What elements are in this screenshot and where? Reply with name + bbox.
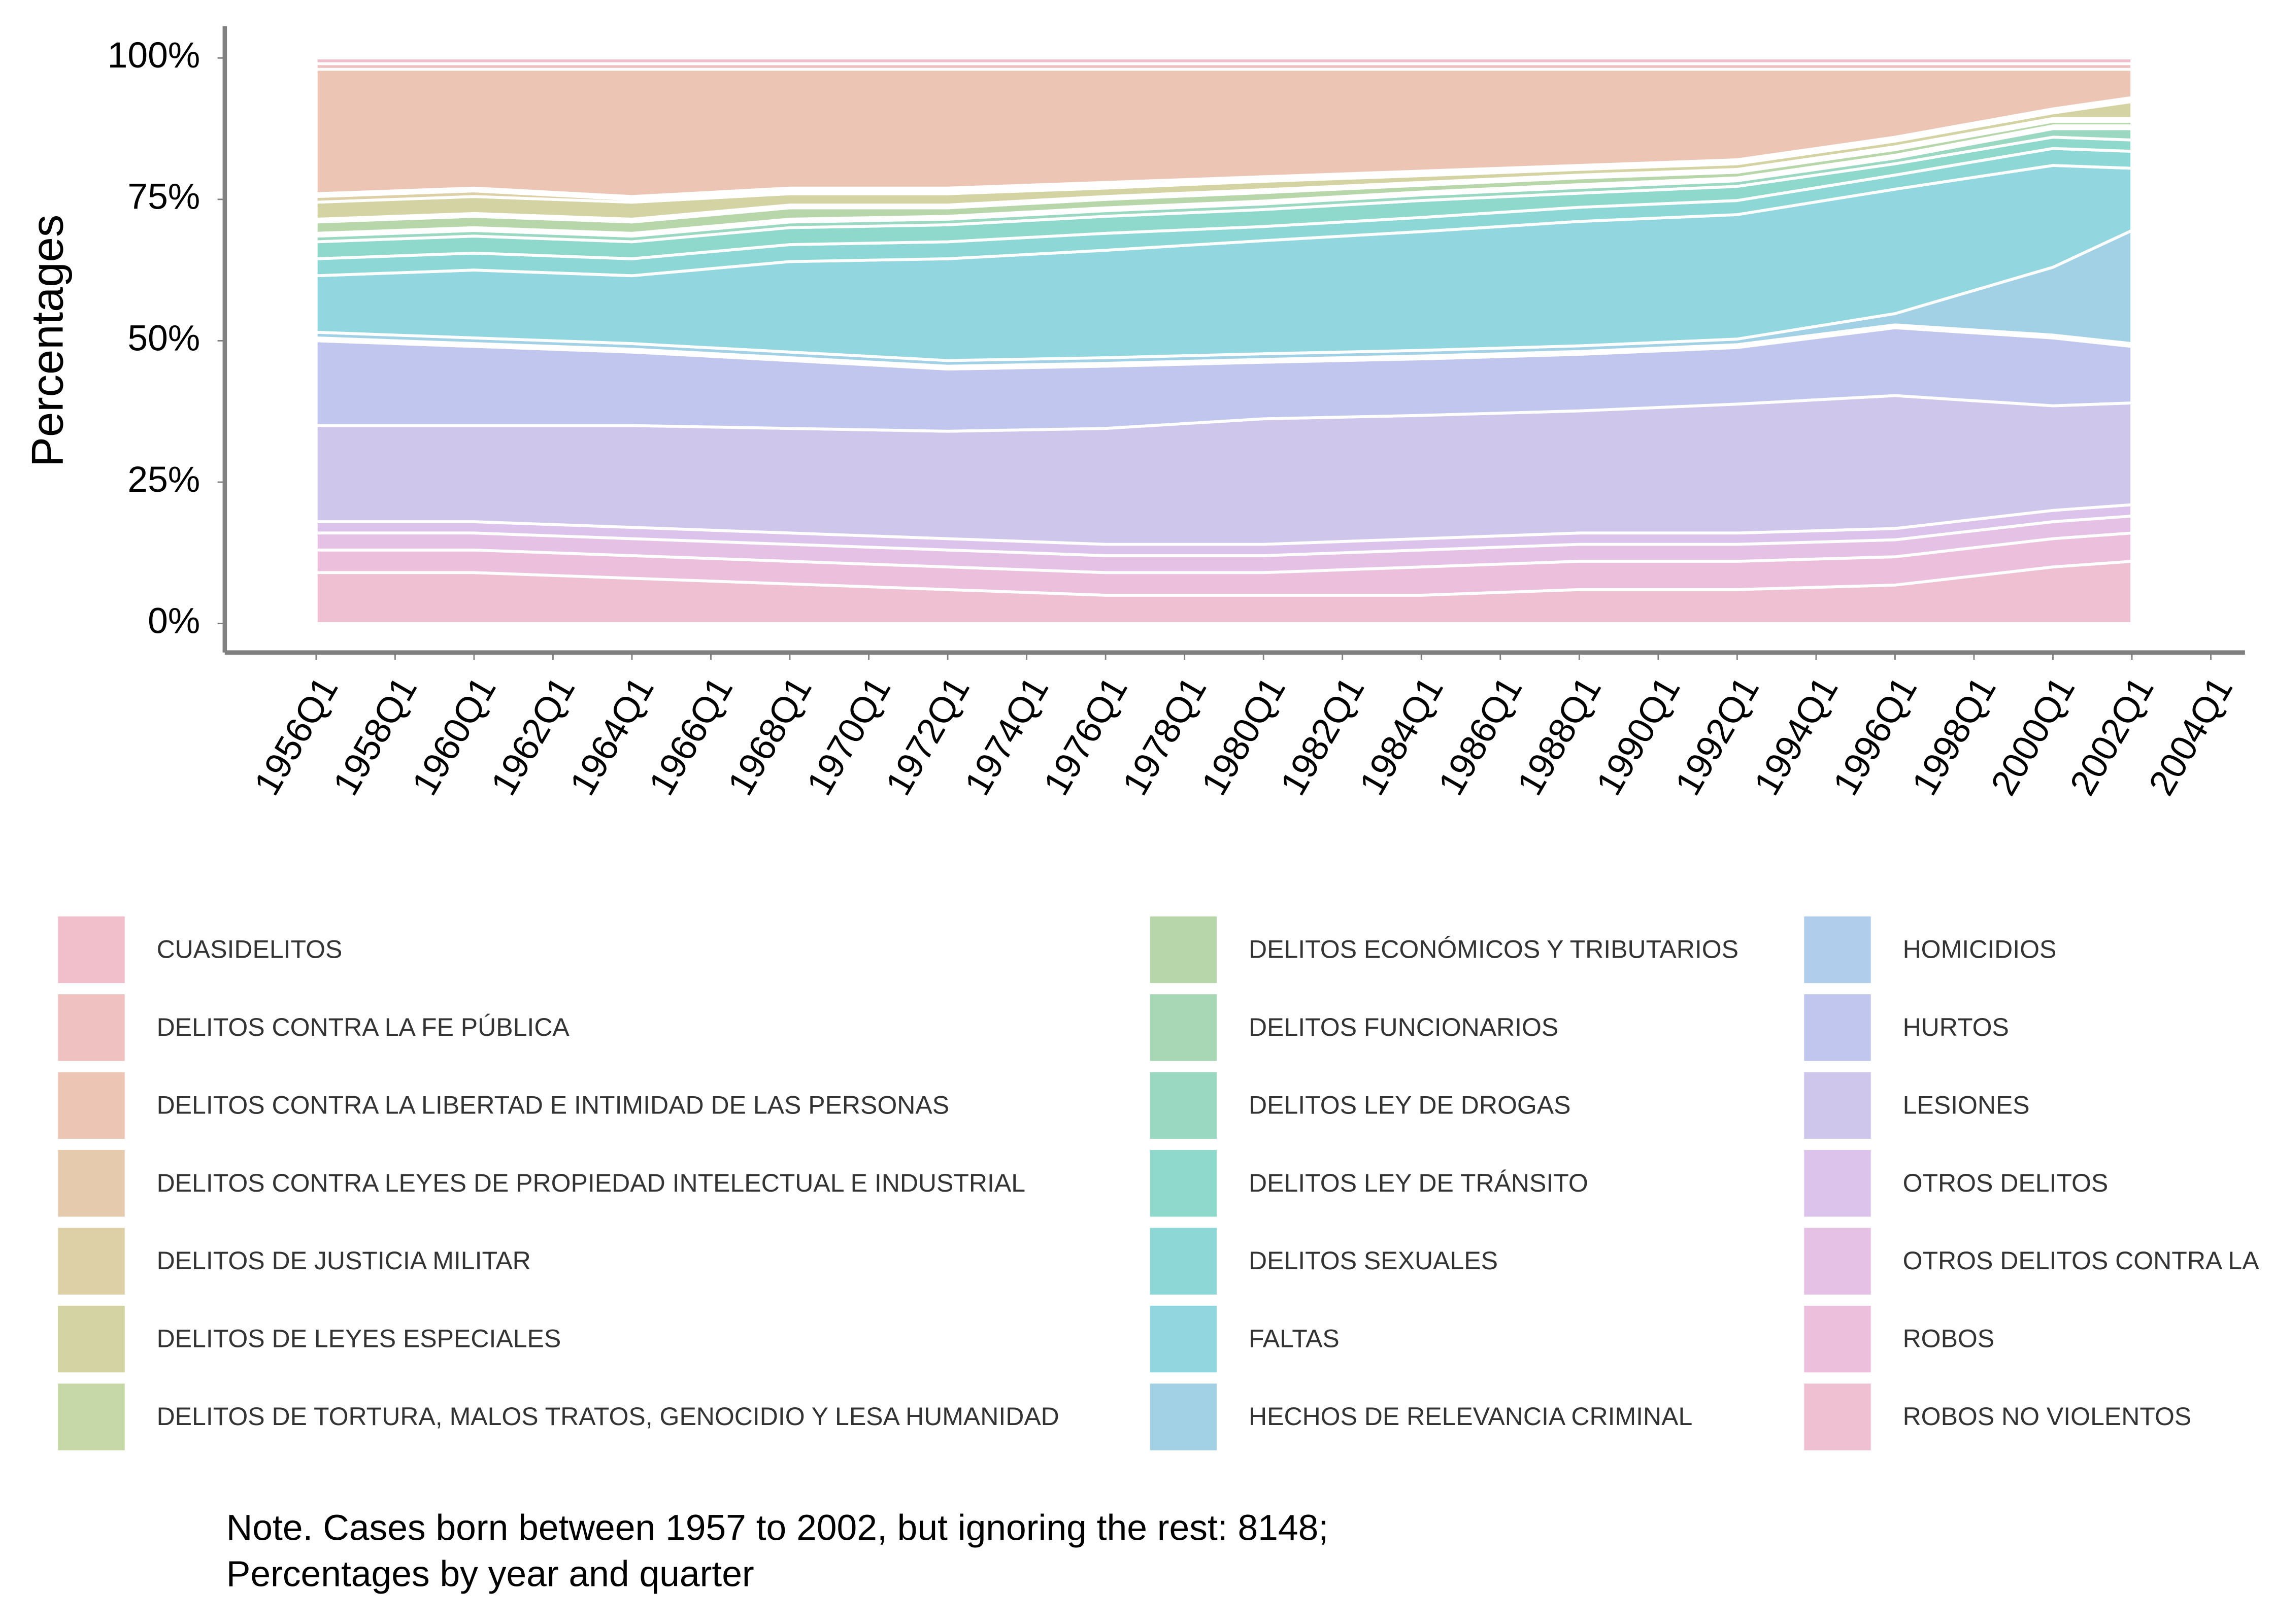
plot-area (315, 56, 2133, 625)
legend-label: DELITOS CONTRA LEYES DE PROPIEDAD INTELE… (157, 1169, 1026, 1197)
legend-label: OTROS DELITOS CONTRA LA (1903, 1246, 2260, 1275)
legend-label: DELITOS LEY DE TRÁNSITO (1249, 1169, 1588, 1197)
legend-swatch (1804, 1383, 1871, 1450)
legend-label: DELITOS DE LEYES ESPECIALES (157, 1325, 561, 1353)
legend-label: ROBOS (1903, 1325, 1995, 1353)
legend-label: DELITOS SEXUALES (1249, 1246, 1498, 1275)
legend-swatch (58, 1305, 125, 1373)
legend-label: DELITOS FUNCIONARIOS (1249, 1013, 1558, 1041)
legend-swatch (1804, 1305, 1871, 1373)
legend-swatch (1150, 1150, 1217, 1217)
legend-swatch (1804, 994, 1871, 1061)
legend-swatch (1150, 916, 1217, 984)
legend-swatch (58, 1228, 125, 1295)
legend-label: CUASIDELITOS (157, 935, 343, 963)
legend-label: DELITOS CONTRA LA FE PÚBLICA (157, 1013, 570, 1041)
legend-swatch (58, 1150, 125, 1217)
y-axis-title: Percentages (22, 215, 72, 467)
legend-label: OTROS DELITOS (1903, 1169, 2109, 1197)
legend-swatch (1804, 1228, 1871, 1295)
legend-swatch (1150, 1072, 1217, 1139)
legend-label: DELITOS DE TORTURA, MALOS TRATOS, GENOCI… (157, 1402, 1059, 1431)
legend-label: HECHOS DE RELEVANCIA CRIMINAL (1249, 1402, 1692, 1431)
area (315, 56, 2133, 65)
y-tick-label: 50% (127, 318, 200, 358)
legend-swatch (1804, 916, 1871, 984)
legend-label: LESIONES (1903, 1091, 2030, 1119)
y-tick-label: 75% (127, 177, 200, 217)
legend-label: DELITOS CONTRA LA LIBERTAD E INTIMIDAD D… (157, 1091, 950, 1119)
legend-swatch (58, 916, 125, 984)
y-tick-label: 25% (127, 459, 200, 500)
legend-label: HOMICIDIOS (1903, 935, 2057, 963)
legend-label: ROBOS NO VIOLENTOS (1903, 1402, 2192, 1431)
legend-swatch (58, 1383, 125, 1450)
y-tick-label: 100% (108, 35, 200, 76)
legend-swatch (1150, 1228, 1217, 1295)
legend-label: HURTOS (1903, 1013, 2009, 1041)
legend-label: DELITOS ECONÓMICOS Y TRIBUTARIOS (1249, 935, 1738, 963)
legend-label: DELITOS LEY DE DROGAS (1249, 1091, 1570, 1119)
y-tick-label: 0% (148, 600, 200, 641)
legend: CUASIDELITOS DELITOS CONTRA LA FE PÚBLICA… (58, 916, 2260, 1450)
note-line: Note. Cases born between 1957 to 2002, b… (226, 1507, 1328, 1548)
legend-label: DELITOS DE JUSTICIA MILITAR (157, 1246, 531, 1275)
legend-swatch (58, 994, 125, 1061)
legend-swatch (1804, 1072, 1871, 1139)
legend-swatch (1150, 1305, 1217, 1373)
legend-label: FALTAS (1249, 1325, 1340, 1353)
legend-swatch (1150, 994, 1217, 1061)
legend-swatch (1150, 1383, 1217, 1450)
legend-swatch (58, 1072, 125, 1139)
legend-swatch (1804, 1150, 1871, 1217)
note-line: Percentages by year and quarter (226, 1554, 754, 1595)
